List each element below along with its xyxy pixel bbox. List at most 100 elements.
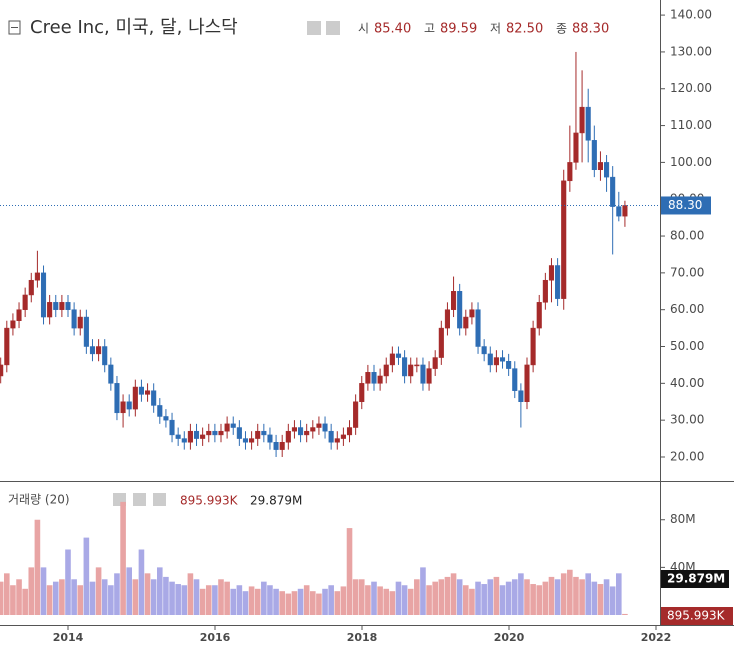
candle-body (304, 430, 310, 436)
legend-key: 고 (424, 22, 435, 36)
candle-body (555, 265, 561, 299)
candle-body (187, 430, 193, 443)
volume-bar (499, 585, 506, 615)
collapse-icon[interactable] (8, 20, 21, 35)
x-tick-label: 2016 (200, 631, 231, 644)
volume-bar (261, 581, 267, 615)
candle-body (102, 346, 108, 366)
volume-bar (224, 581, 230, 615)
candle-body (255, 430, 261, 439)
volume-bar (591, 581, 598, 615)
candle-body (65, 302, 71, 310)
volume-bar (273, 588, 279, 615)
candle-body (77, 316, 83, 329)
candle-body (542, 279, 548, 303)
y-tick-label: 130.00 (670, 44, 712, 58)
candle-body (579, 106, 585, 134)
volume-bar (444, 576, 451, 615)
volume-bar (16, 579, 22, 615)
candle-body (585, 106, 591, 141)
y-tick-label: 50.00 (670, 339, 704, 353)
volume-bar (548, 576, 555, 615)
volume-bar (383, 588, 390, 615)
candle-body (383, 364, 389, 377)
chart-title: Cree Inc, 미국, 달, 나스닥 (30, 17, 238, 38)
volume-bar (169, 581, 175, 615)
candle-body (285, 430, 291, 443)
volume-bar (71, 579, 77, 615)
legend-key: 종 (556, 22, 567, 36)
volume-bar (328, 585, 334, 615)
legend-value: 82.50 (506, 22, 543, 37)
candle-body (151, 390, 157, 406)
volume-bar (554, 579, 561, 615)
volume-bar (371, 581, 377, 615)
candle-body (457, 291, 463, 329)
settings-icon[interactable] (326, 21, 340, 35)
volume-bar (395, 581, 402, 615)
volume-bar (401, 585, 408, 615)
candle-body (169, 419, 175, 436)
candle-body (567, 162, 573, 182)
candle-body (524, 364, 530, 402)
candle-body (163, 416, 169, 421)
volume-bar (89, 581, 96, 615)
candle-body (591, 140, 597, 171)
volume-bar (34, 519, 41, 615)
candle-body (597, 162, 603, 171)
candle-body (389, 353, 395, 366)
y-tick-label: 70.00 (670, 265, 704, 279)
volume-bar (279, 591, 285, 615)
candle-body (340, 434, 346, 439)
candle-body (346, 427, 353, 436)
legend-value: 88.30 (572, 22, 609, 37)
candle-body (53, 302, 59, 310)
candle-body (610, 176, 616, 207)
candle-body (322, 423, 328, 432)
volume-bar (609, 586, 616, 615)
candle-body (230, 423, 236, 428)
x-tick-label: 2014 (53, 631, 84, 644)
volume-bar (536, 585, 543, 615)
candle-body (573, 132, 579, 163)
candle-body (359, 383, 365, 402)
volume-bar (22, 588, 28, 615)
volume-bar (236, 585, 243, 615)
candle-body (548, 265, 555, 281)
candle-body (432, 357, 438, 369)
y-tick-label: 100.00 (670, 155, 712, 169)
volume-bar (597, 584, 604, 615)
volume-title: 거래량 (20) (8, 493, 70, 507)
volume-bar (316, 593, 322, 615)
volume-bar (193, 579, 200, 615)
legend-value: 85.40 (374, 22, 411, 37)
candle-body (426, 368, 432, 384)
candle-body (89, 346, 96, 355)
eye-icon[interactable] (307, 21, 321, 35)
candle-body (310, 427, 316, 432)
candle-body (126, 401, 132, 410)
candle-body (475, 309, 481, 347)
volume-bar (205, 585, 212, 615)
volume-bar (365, 585, 371, 615)
y-tick-label: 60.00 (670, 302, 704, 316)
volume-bar (438, 579, 445, 615)
candle-body (499, 357, 506, 362)
candle-body (236, 427, 242, 439)
settings-icon[interactable] (133, 493, 146, 506)
candle-body (267, 434, 273, 443)
volume-bar (199, 588, 206, 615)
close-icon[interactable] (153, 493, 166, 506)
candle-body (212, 430, 218, 436)
candle-body (604, 162, 610, 178)
volume-bar (542, 581, 549, 615)
volume-bar (469, 588, 475, 615)
volume-bar (108, 585, 114, 615)
volume-bar (377, 586, 383, 615)
volume-bar (487, 579, 494, 615)
volume-bar (138, 549, 145, 615)
candle-body (291, 427, 297, 432)
volume-bar (414, 579, 420, 615)
candle-body (616, 206, 622, 217)
